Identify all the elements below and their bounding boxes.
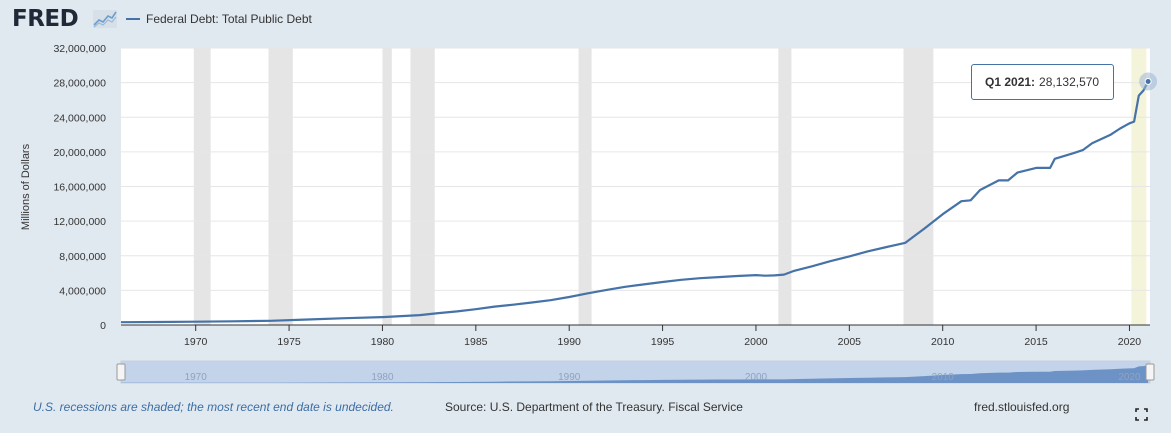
navigator-tick-label: 1990 — [558, 372, 581, 383]
y-tick-label: 32,000,000 — [53, 43, 106, 55]
navigator-tick-label: 1970 — [185, 372, 208, 383]
site-link[interactable]: fred.stlouisfed.org — [974, 400, 1070, 414]
x-tick-label: 1970 — [184, 336, 208, 348]
y-tick-label: 24,000,000 — [53, 112, 106, 124]
y-tick-label: 12,000,000 — [53, 216, 106, 228]
source-note[interactable]: Source: U.S. Department of the Treasury.… — [445, 400, 743, 414]
fullscreen-icon[interactable] — [1135, 408, 1148, 421]
x-tick-label: 1985 — [464, 336, 488, 348]
navigator-tick-label: 1980 — [371, 372, 394, 383]
x-tick-label: 2000 — [744, 336, 768, 348]
x-tick-label: 2020 — [1118, 336, 1142, 348]
y-tick-label: 0 — [100, 320, 106, 332]
y-tick-label: 16,000,000 — [53, 182, 106, 194]
hover-point — [1144, 77, 1152, 85]
chart-legend: Federal Debt: Total Public Debt — [126, 12, 312, 26]
legend-swatch — [126, 18, 140, 20]
y-axis-label: Millions of Dollars — [20, 143, 32, 230]
tooltip-period: Q1 2021: — [985, 75, 1036, 89]
navigator-series-area — [121, 365, 1149, 383]
x-axis-ticks: 1970 1975 1980 1985 1990 1995 2000 2005 2010 2015… — [184, 325, 1141, 348]
navigator-tick-label: 2010 — [932, 372, 955, 383]
range-navigator[interactable]: 1970 1980 1990 2000 2010 2020 — [116, 360, 1155, 384]
navigator-right-handle[interactable] — [1145, 363, 1155, 381]
x-tick-label: 2010 — [931, 336, 955, 348]
x-tick-label: 2005 — [838, 336, 862, 348]
navigator-tick-label: 2000 — [745, 372, 768, 383]
navigator-ticks: 1970 1980 1990 2000 2010 2020 — [185, 372, 1141, 383]
legend-series-label: Federal Debt: Total Public Debt — [146, 12, 312, 26]
x-tick-label: 1975 — [277, 336, 301, 348]
grid-lines — [121, 47, 1150, 291]
x-tick-label: 2015 — [1024, 336, 1048, 348]
y-axis-ticks: 0 4,000,000 8,000,000 12,000,000 16,000,000 2… — [53, 43, 106, 332]
y-tick-label: 28,000,000 — [53, 78, 106, 90]
tooltip-value: 28,132,570 — [1039, 75, 1100, 89]
fred-logo[interactable]: FRED — [12, 6, 79, 32]
data-tooltip: Q1 2021: 28,132,570 — [971, 64, 1114, 100]
x-tick-label: 1995 — [651, 336, 675, 348]
x-tick-label: 1980 — [371, 336, 395, 348]
navigator-left-handle[interactable] — [116, 363, 126, 381]
line-graph-icon — [93, 10, 117, 28]
y-tick-label: 8,000,000 — [59, 251, 106, 263]
series-line-total-public-debt — [120, 80, 1150, 324]
navigator-tick-label: 2020 — [1118, 372, 1141, 383]
recession-note: U.S. recessions are shaded; the most rec… — [33, 400, 394, 414]
y-tick-label: 20,000,000 — [53, 147, 106, 159]
x-tick-label: 1990 — [558, 336, 582, 348]
y-tick-label: 4,000,000 — [59, 285, 106, 297]
